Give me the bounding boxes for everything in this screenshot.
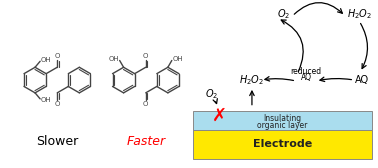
Text: $H_2O_2$: $H_2O_2$ (239, 73, 265, 87)
Text: Faster: Faster (126, 135, 165, 148)
Text: reduced: reduced (290, 67, 322, 76)
Text: Slower: Slower (36, 135, 78, 148)
Text: organic layer: organic layer (257, 121, 308, 130)
Text: $H_2O_2$: $H_2O_2$ (347, 7, 372, 21)
Text: O: O (54, 53, 60, 59)
Text: $O_2$: $O_2$ (277, 7, 290, 21)
Text: ✗: ✗ (212, 107, 227, 124)
FancyBboxPatch shape (193, 130, 372, 159)
Text: O: O (54, 101, 60, 107)
Text: O: O (143, 53, 149, 59)
Text: OH: OH (172, 56, 183, 62)
Text: AQ: AQ (301, 73, 311, 82)
Text: OH: OH (108, 56, 119, 62)
FancyBboxPatch shape (193, 111, 372, 130)
Text: AQ: AQ (355, 75, 369, 85)
Text: $O_2$: $O_2$ (205, 87, 218, 101)
Text: Insulating: Insulating (263, 114, 302, 122)
Text: OH: OH (41, 97, 52, 103)
Text: Electrode: Electrode (253, 139, 312, 150)
Text: OH: OH (41, 57, 52, 63)
Text: O: O (143, 101, 149, 107)
